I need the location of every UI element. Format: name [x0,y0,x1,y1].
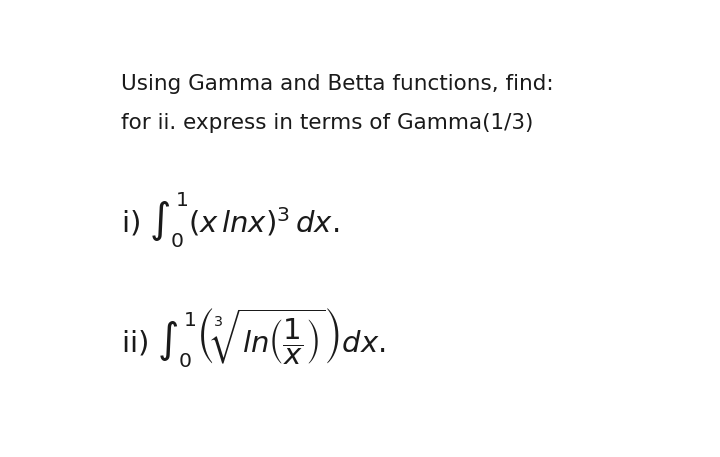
Text: i) $\int_0^{1}(x\,\mathit{ln}x)^3\,dx.$: i) $\int_0^{1}(x\,\mathit{ln}x)^3\,dx.$ [121,190,339,250]
Text: ii) $\int_0^{1}\left(\sqrt[3]{\mathit{ln}\left(\dfrac{1}{x}\right)}\right)dx.$: ii) $\int_0^{1}\left(\sqrt[3]{\mathit{ln… [121,307,385,370]
Text: Using Gamma and Betta functions, find:: Using Gamma and Betta functions, find: [121,74,553,94]
Text: for ii. express in terms of Gamma(1/3): for ii. express in terms of Gamma(1/3) [121,113,533,133]
